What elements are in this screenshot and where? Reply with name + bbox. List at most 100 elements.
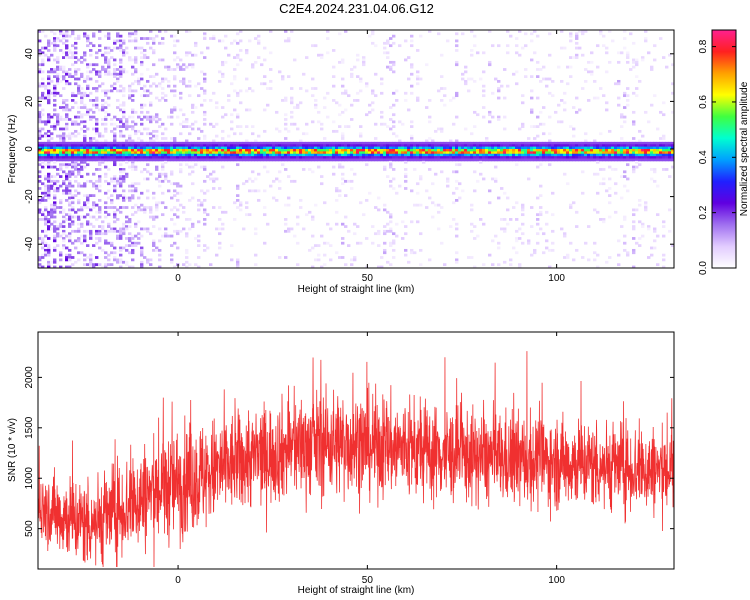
heatmap-cell xyxy=(113,82,117,86)
heatmap-cell xyxy=(185,65,189,69)
heatmap-cell xyxy=(65,108,69,112)
heatmap-cell xyxy=(65,175,69,178)
heatmap-cell xyxy=(344,194,348,197)
heatmap-cell xyxy=(206,213,210,217)
heatmap-cell xyxy=(449,153,453,157)
heatmap-cell xyxy=(662,225,666,228)
heatmap-cell xyxy=(275,153,279,157)
heatmap-cell xyxy=(125,118,129,121)
heatmap-cell xyxy=(191,106,195,109)
heatmap-cell xyxy=(62,137,66,140)
heatmap-cell xyxy=(230,258,234,262)
heatmap-cell xyxy=(470,49,474,52)
heatmap-cell xyxy=(425,141,429,145)
heatmap-cell xyxy=(548,149,552,152)
heatmap-cell xyxy=(230,153,234,157)
heatmap-cell xyxy=(65,127,69,131)
heatmap-cell xyxy=(545,144,549,148)
heatmap-cell xyxy=(188,149,192,152)
heatmap-cell xyxy=(602,153,606,157)
heatmap-cell xyxy=(110,153,114,157)
heatmap-cell xyxy=(548,156,552,159)
heatmap-cell xyxy=(362,60,366,64)
heatmap-cell xyxy=(383,151,387,155)
heatmap-cell xyxy=(47,56,51,59)
heatmap-cell xyxy=(272,146,276,150)
heatmap-cell xyxy=(635,153,639,157)
heatmap-cell xyxy=(500,151,504,155)
heatmap-cell xyxy=(638,129,642,133)
heatmap-cell xyxy=(62,87,66,90)
heatmap-cell xyxy=(515,251,519,255)
heatmap-cell xyxy=(245,49,249,52)
heatmap-cell xyxy=(170,89,174,93)
heatmap-cell xyxy=(239,101,243,105)
heatmap-cell xyxy=(131,165,135,169)
heatmap-cell xyxy=(488,149,492,152)
heatmap-cell xyxy=(104,156,108,159)
heatmap-cell xyxy=(515,158,519,162)
heatmap-cell xyxy=(146,229,150,233)
heatmap-cell xyxy=(119,168,123,171)
heatmap-cell xyxy=(185,120,189,124)
heatmap-cell xyxy=(62,151,66,155)
heatmap-cell xyxy=(125,225,129,228)
heatmap-cell xyxy=(404,168,408,171)
heatmap-cell xyxy=(95,141,99,145)
heatmap-cell xyxy=(392,239,396,243)
heatmap-cell xyxy=(371,30,375,33)
heatmap-cell xyxy=(161,91,165,95)
heatmap-cell xyxy=(551,144,555,148)
heatmap-cell xyxy=(464,141,468,145)
heatmap-cell xyxy=(626,253,630,257)
heatmap-cell xyxy=(89,115,93,119)
heatmap-cell xyxy=(371,108,375,112)
heatmap-cell xyxy=(293,158,297,162)
heatmap-cell xyxy=(287,156,291,159)
heatmap-cell xyxy=(41,153,45,157)
heatmap-cell xyxy=(161,146,165,150)
heatmap-cell xyxy=(539,156,543,159)
heatmap-cell xyxy=(206,146,210,150)
heatmap-cell xyxy=(221,151,225,155)
heatmap-cell xyxy=(308,156,312,159)
heatmap-cell xyxy=(299,149,303,152)
heatmap-cell xyxy=(437,149,441,152)
heatmap-cell xyxy=(143,158,147,162)
heatmap-cell xyxy=(92,127,96,131)
heatmap-cell xyxy=(374,149,378,152)
heatmap-cell xyxy=(284,151,288,155)
y-tick-label: 40 xyxy=(24,48,35,60)
heatmap-cell xyxy=(431,156,435,159)
heatmap-cell xyxy=(629,158,633,162)
heatmap-cell xyxy=(149,103,153,107)
heatmap-cell xyxy=(392,146,396,150)
heatmap-cell xyxy=(371,41,375,45)
heatmap-cell xyxy=(284,30,288,33)
heatmap-cell xyxy=(359,79,363,83)
heatmap-cell xyxy=(152,156,156,159)
heatmap-cell xyxy=(500,153,504,157)
heatmap-cell xyxy=(47,189,51,193)
heatmap-cell xyxy=(56,172,60,176)
heatmap-cell xyxy=(122,49,126,52)
heatmap-cell xyxy=(53,141,57,145)
heatmap-cell xyxy=(515,237,519,240)
heatmap-cell xyxy=(602,168,606,171)
heatmap-cell xyxy=(107,65,111,69)
heatmap-cell xyxy=(236,206,240,209)
heatmap-cell xyxy=(599,158,603,162)
heatmap-cell xyxy=(98,175,102,178)
heatmap-cell xyxy=(617,253,621,257)
heatmap-cell xyxy=(497,241,501,245)
heatmap-cell xyxy=(398,151,402,155)
heatmap-cell xyxy=(194,237,198,240)
heatmap-cell xyxy=(116,146,120,150)
heatmap-cell xyxy=(290,96,294,100)
heatmap-cell xyxy=(338,146,342,150)
heatmap-cell xyxy=(41,30,45,33)
heatmap-cell xyxy=(194,151,198,155)
heatmap-cell xyxy=(497,118,501,121)
heatmap-cell xyxy=(77,115,81,119)
heatmap-cell xyxy=(188,132,192,136)
